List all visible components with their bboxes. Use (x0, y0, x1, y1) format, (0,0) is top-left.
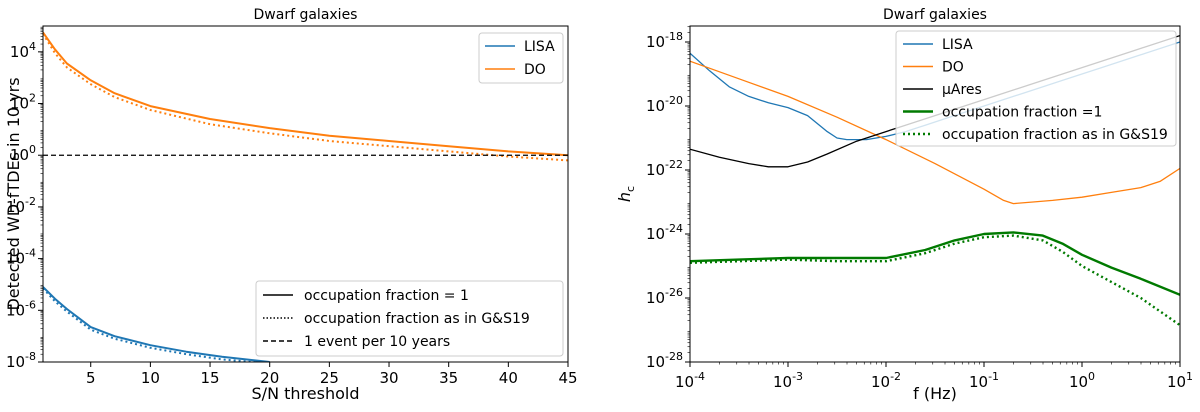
right-y-axis-label: hc (615, 186, 637, 202)
right-y-tick-label: 10-18 (646, 30, 683, 51)
left-y-axis: 10-8 10-6 10-4 10-2 100 102 104 (6, 26, 43, 371)
right-x-tick-label: 101 (1167, 370, 1193, 391)
right-legend-label-occupation-fraction-1: occupation fraction =1 (942, 105, 1102, 121)
left-y-tick-label: 10-2 (6, 195, 36, 216)
left-series-3-dotted-line (43, 33, 568, 162)
right-legend-label-occupation-fraction-as-in-g-s19: occupation fraction as in G&S19 (942, 127, 1168, 143)
right-x-tick-label: 10-1 (969, 370, 999, 391)
right-x-tick-label: 10-2 (871, 370, 901, 391)
left-chart: Dwarf galaxies 5 10 15 20 25 30 35 40 45 10-810-… (4, 7, 578, 403)
legend-label-dotted: occupation fraction as in G&S19 (304, 311, 530, 327)
right-y-axis: 10-28 10-26 10-24 10-22 10-20 10-18 (646, 26, 690, 371)
left-legend-top: LISA DO (478, 32, 564, 84)
left-series-0-solid-line (43, 286, 270, 362)
right-y-axis-label-sub: c (624, 186, 637, 192)
right-y-tick-label: 10-28 (646, 350, 683, 371)
left-x-tick-label: 30 (379, 369, 398, 387)
left-series-2-solid-line (43, 31, 568, 157)
right-series-do-line (690, 60, 1180, 205)
right-x-axis-label: f (Hz) (913, 384, 957, 403)
left-x-axis: 5 10 15 20 25 30 35 40 45 (86, 362, 578, 387)
left-x-tick-label: 5 (86, 369, 96, 387)
left-chart-title: Dwarf galaxies (254, 7, 358, 23)
right-legend-box (895, 30, 1177, 147)
legend-label-do: DO (524, 62, 546, 78)
right-x-axis: 10-4 10-3 10-2 10-1 100 101 (675, 362, 1193, 391)
legend-label-dashed: 1 event per 10 years (304, 334, 450, 350)
right-plot-frame (689, 25, 1181, 363)
left-x-tick-label: 20 (260, 369, 279, 387)
right-y-tick-label: 10-26 (646, 286, 683, 307)
right-y-tick-label: 10-22 (646, 158, 683, 179)
right-series-occupation-fraction-as-in-g-s19-line (690, 234, 1180, 327)
left-x-tick-label: 45 (558, 369, 577, 387)
left-y-axis-label: Detected WD-fTDEs in 10 yrs (4, 77, 23, 310)
left-series-1-dotted-line (43, 287, 267, 362)
left-x-tick-label: 15 (200, 369, 219, 387)
right-y-tick-label: 10-20 (646, 94, 683, 115)
left-legend-bottom: occupation fraction = 1 occupation fract… (255, 280, 564, 357)
right-series-occupation-fraction-1-line (690, 231, 1180, 296)
right-legend-entries: LISA DO μAres occupation fraction =1 occupat… (903, 37, 1168, 143)
left-x-tick-label: 35 (439, 369, 458, 387)
left-x-tick-label: 10 (141, 369, 160, 387)
right-legend-label-do: DO (942, 60, 964, 76)
left-y-tick-label: 100 (10, 143, 36, 164)
right-x-tick-label: 10-4 (675, 370, 705, 391)
legend-label-solid: occupation fraction = 1 (304, 288, 469, 304)
left-y-tick-label: 10-4 (6, 247, 36, 268)
left-x-tick-label: 25 (320, 369, 339, 387)
left-plot-frame (42, 25, 569, 363)
right-x-tick-label: 10-3 (773, 370, 803, 391)
left-x-axis-label: S/N threshold (252, 384, 360, 403)
right-chart-title: Dwarf galaxies (883, 7, 987, 23)
left-series-group (43, 31, 568, 362)
right-series-group (690, 34, 1180, 327)
left-y-tick-label: 10-8 (6, 350, 36, 371)
right-y-axis-label-h: h (615, 192, 634, 202)
left-legend-bottom-box (255, 280, 564, 357)
right-legend-label-ares: μAres (942, 82, 982, 98)
left-y-tick-label: 102 (10, 92, 36, 113)
legend-label-lisa: LISA (524, 39, 555, 55)
right-y-tick-label: 10-24 (646, 222, 683, 243)
left-y-tick-label: 104 (10, 40, 36, 61)
right-legend-label-lisa: LISA (942, 37, 973, 53)
right-x-tick-label: 100 (1069, 370, 1095, 391)
right-legend: LISA DO μAres occupation fraction =1 occupat… (895, 30, 1177, 147)
right-chart: Dwarf galaxies 10-4 10-3 10-2 10-1 100 101 10… (615, 7, 1193, 403)
left-y-tick-label: 10-6 (6, 298, 36, 319)
left-x-tick-label: 40 (499, 369, 518, 387)
